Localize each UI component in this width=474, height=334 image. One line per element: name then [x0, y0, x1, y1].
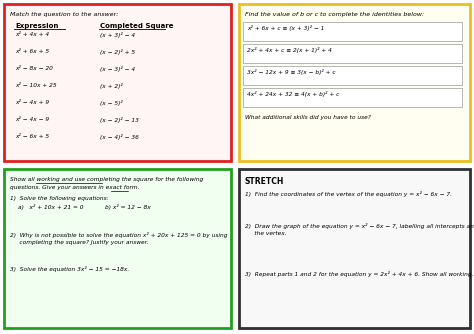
Text: x² + 6x + c ≡ (x + 3)² − 1: x² + 6x + c ≡ (x + 3)² − 1 [247, 25, 324, 31]
Text: b) x² = 12 − 8x: b) x² = 12 − 8x [105, 204, 151, 210]
Text: the vertex.: the vertex. [245, 231, 287, 236]
Text: Show all working and use completing the square for the following: Show all working and use completing the … [10, 177, 203, 182]
Text: STRETCH: STRETCH [245, 177, 284, 186]
Text: 3)  Repeat parts 1 and 2 for the equation y = 2x² + 4x + 6. Show all working.: 3) Repeat parts 1 and 2 for the equation… [245, 271, 474, 277]
Text: x² − 4x + 9: x² − 4x + 9 [15, 100, 49, 105]
Text: (x − 5)²: (x − 5)² [100, 100, 123, 106]
Text: What additional skills did you have to use?: What additional skills did you have to u… [245, 115, 371, 120]
Text: (x − 2)² − 13: (x − 2)² − 13 [100, 117, 139, 123]
Text: x² − 4x − 9: x² − 4x − 9 [15, 117, 49, 122]
Text: 3)  Solve the equation 3x² − 15 = −18x.: 3) Solve the equation 3x² − 15 = −18x. [10, 266, 129, 272]
FancyBboxPatch shape [243, 44, 462, 63]
Text: 4x² + 24x + 32 ≡ 4(x + b)² + c: 4x² + 24x + 32 ≡ 4(x + b)² + c [247, 91, 339, 97]
FancyBboxPatch shape [4, 169, 231, 328]
Text: x² + 6x + 5: x² + 6x + 5 [15, 49, 49, 54]
Text: 2)  Draw the graph of the equation y = x² − 6x − 7, labelling all intercepts and: 2) Draw the graph of the equation y = x²… [245, 223, 474, 229]
Text: x² − 6x + 5: x² − 6x + 5 [15, 134, 49, 139]
Text: (x − 3)² − 4: (x − 3)² − 4 [100, 66, 135, 72]
Text: Match the question to the answer:: Match the question to the answer: [10, 12, 118, 17]
Text: x² + 4x + 4: x² + 4x + 4 [15, 32, 49, 37]
FancyBboxPatch shape [243, 66, 462, 85]
Text: x² − 8x − 20: x² − 8x − 20 [15, 66, 53, 71]
Text: a)   x² + 10x + 21 = 0: a) x² + 10x + 21 = 0 [18, 204, 83, 210]
FancyBboxPatch shape [243, 22, 462, 41]
Text: 1)  Solve the following equations:: 1) Solve the following equations: [10, 196, 109, 201]
Text: 3x² − 12x + 9 ≡ 3(x − b)² + c: 3x² − 12x + 9 ≡ 3(x − b)² + c [247, 69, 336, 75]
Text: (x − 2)² + 5: (x − 2)² + 5 [100, 49, 135, 55]
Text: 1)  Find the coordinates of the vertex of the equation y = x² − 6x − 7.: 1) Find the coordinates of the vertex of… [245, 191, 452, 197]
Text: 2x² + 4x + c ≡ 2(x + 1)² + 4: 2x² + 4x + c ≡ 2(x + 1)² + 4 [247, 47, 332, 53]
Text: 2)  Why is not possible to solve the equation x² + 20x + 125 = 0 by using: 2) Why is not possible to solve the equa… [10, 232, 228, 238]
Text: questions. Give your answers in exact form.: questions. Give your answers in exact fo… [10, 185, 139, 190]
Text: (x + 2)²: (x + 2)² [100, 83, 123, 89]
Text: (x + 3)² − 4: (x + 3)² − 4 [100, 32, 135, 38]
Text: completing the square? Justify your answer.: completing the square? Justify your answ… [10, 240, 148, 245]
Text: Find the value of b or c to complete the identities below:: Find the value of b or c to complete the… [245, 12, 424, 17]
Text: Expression: Expression [15, 23, 58, 29]
FancyBboxPatch shape [243, 88, 462, 107]
FancyBboxPatch shape [239, 169, 470, 328]
Text: x² − 10x + 25: x² − 10x + 25 [15, 83, 56, 88]
FancyBboxPatch shape [4, 4, 231, 161]
Text: Completed Square: Completed Square [100, 23, 173, 29]
Text: (x − 4)² − 36: (x − 4)² − 36 [100, 134, 139, 140]
FancyBboxPatch shape [239, 4, 470, 161]
